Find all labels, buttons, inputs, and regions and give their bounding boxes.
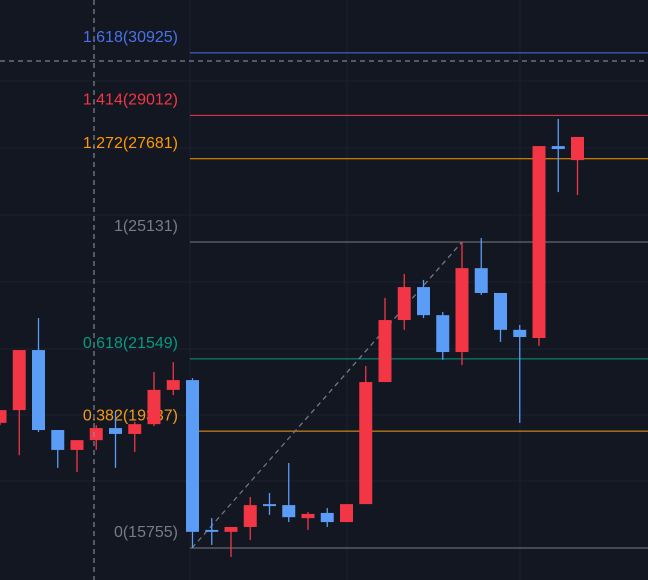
candle-body xyxy=(494,292,507,330)
candle-body xyxy=(532,146,546,338)
candle-body xyxy=(551,146,565,150)
candle-body xyxy=(70,440,84,450)
candle-body xyxy=(128,424,142,434)
candle-body xyxy=(263,504,276,507)
fib-label: 1.272(27681) xyxy=(83,135,178,152)
fib-label: 0(15755) xyxy=(114,524,178,541)
candle-body xyxy=(455,268,469,353)
fib-levels: 1.618(30925) 1.414(29012) 1.272(27681) 1(25… xyxy=(83,29,648,549)
candle-body xyxy=(340,504,353,523)
candle-body xyxy=(109,428,122,434)
candle-body xyxy=(301,513,315,519)
candle-body xyxy=(243,505,257,527)
candle-body xyxy=(205,529,219,532)
candle-body xyxy=(51,430,65,450)
candle-body xyxy=(359,382,373,505)
fib-label: 0.618(21549) xyxy=(83,335,178,352)
candle-body xyxy=(224,526,238,532)
candle-body xyxy=(166,380,180,390)
candle-body xyxy=(320,512,334,523)
candle-body xyxy=(12,350,26,411)
candle-body xyxy=(417,287,430,316)
fib-label: 1(25131) xyxy=(114,218,178,235)
candle-body xyxy=(89,428,103,441)
fib-label: 1.618(30925) xyxy=(83,29,178,46)
candles xyxy=(0,118,584,557)
candle-body xyxy=(147,389,161,425)
candle-body xyxy=(513,329,527,338)
candle-body xyxy=(474,268,488,293)
candle-body xyxy=(378,320,392,383)
candle-body xyxy=(282,505,296,518)
candle-body xyxy=(0,410,7,423)
candle-body xyxy=(186,380,199,532)
candle-body xyxy=(32,350,45,431)
candle-body xyxy=(571,136,584,161)
candle-body xyxy=(436,315,450,353)
fib-label: 1.414(29012) xyxy=(83,92,178,109)
candle-body xyxy=(397,287,411,321)
fib-label: 0.382(19337) xyxy=(83,407,178,424)
